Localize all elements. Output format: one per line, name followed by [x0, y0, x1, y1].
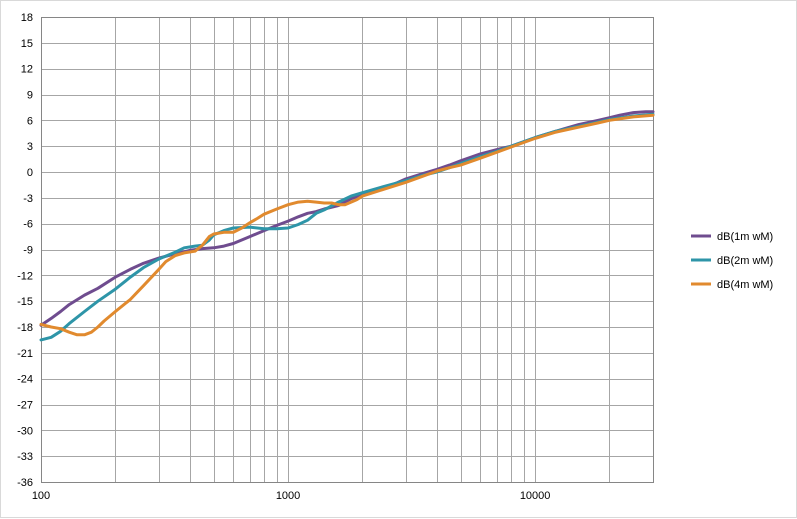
y-tick-label: -6	[23, 219, 33, 231]
y-tick-label: -21	[17, 348, 33, 360]
legend: dB(1m wM) dB(2m wM) dB(4m wM)	[691, 231, 773, 291]
plot-area-border	[41, 17, 654, 483]
series-line-1	[39, 110, 655, 327]
y-tick-label: 3	[27, 141, 33, 153]
x-tick-label: 1000	[276, 490, 300, 502]
series-layer	[39, 110, 655, 342]
y-tick-label: -18	[17, 322, 33, 334]
y-tick-label: -15	[17, 296, 33, 308]
y-tick-label: 15	[21, 38, 33, 50]
series-line-2	[39, 112, 655, 342]
y-tick-label: 12	[21, 64, 33, 76]
y-tick-label: -36	[17, 477, 33, 489]
y-tick-label: 18	[21, 12, 33, 24]
grid-layer	[41, 17, 654, 483]
x-tick-label: 10000	[520, 490, 551, 502]
axis-layer: 18 15 12 9 6 3 0 -3 -6 -9 -12 -15 -18 -21 -24 -27 -30 -33…	[17, 12, 550, 502]
legend-label: dB(1m wM)	[717, 231, 773, 243]
y-tick-label: 6	[27, 115, 33, 127]
y-tick-label: -27	[17, 400, 33, 412]
series-line-3	[39, 113, 655, 337]
y-tick-label: -30	[17, 425, 33, 437]
y-tick-label: -12	[17, 270, 33, 282]
y-tick-label: -33	[17, 451, 33, 463]
y-tick-label: -24	[17, 374, 33, 386]
y-tick-label: -3	[23, 193, 33, 205]
legend-label: dB(4m wM)	[717, 279, 773, 291]
y-tick-label: 9	[27, 90, 33, 102]
legend-label: dB(2m wM)	[717, 255, 773, 267]
y-tick-label: 0	[27, 167, 33, 179]
x-tick-label: 100	[32, 490, 50, 502]
y-tick-label: -9	[23, 245, 33, 257]
